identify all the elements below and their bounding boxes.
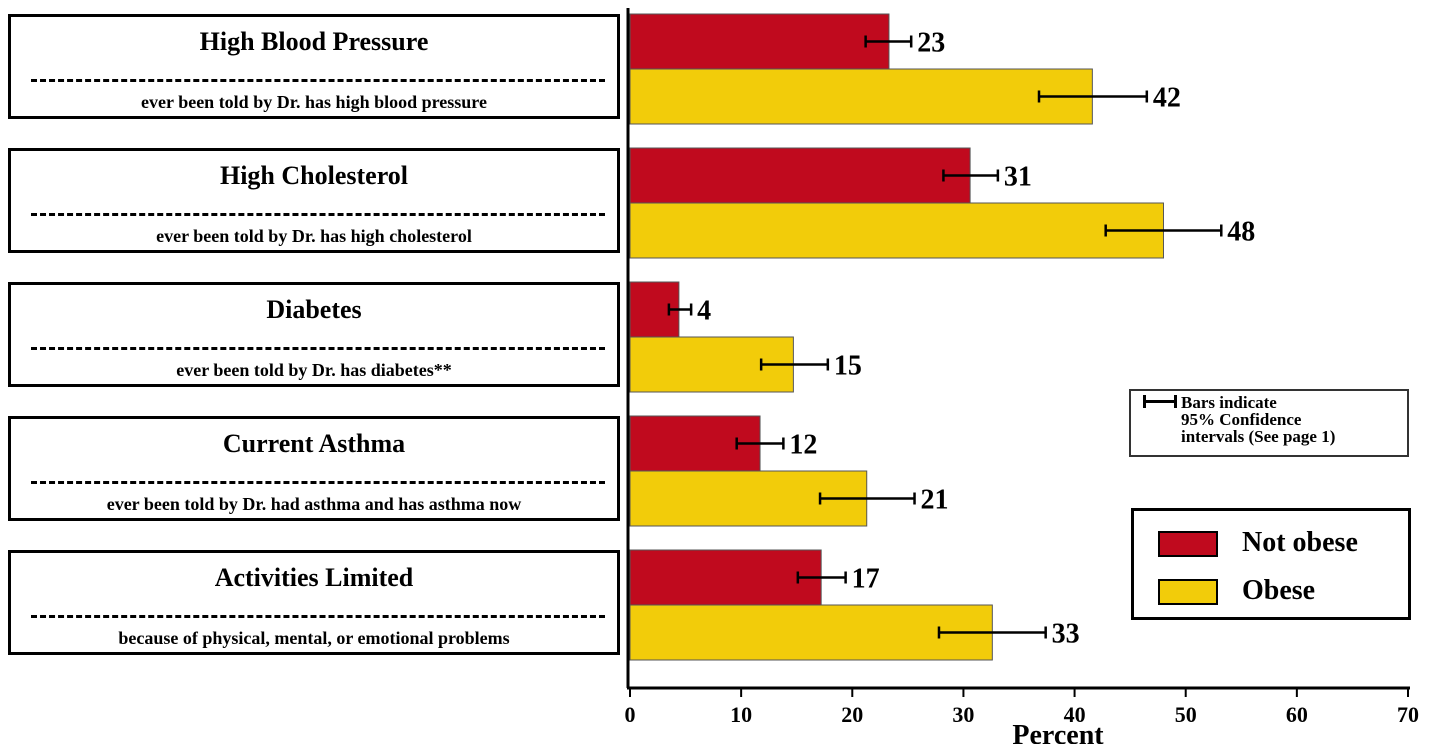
category-box-4: Activities Limited because of physical, … bbox=[8, 550, 620, 655]
bar bbox=[629, 549, 822, 606]
error-bar-icon bbox=[1143, 395, 1177, 408]
x-tick-label: 60 bbox=[1286, 702, 1308, 727]
x-tick-label: 20 bbox=[841, 702, 863, 727]
bar bbox=[629, 202, 1164, 259]
category-subtitle: ever been told by Dr. has high blood pre… bbox=[141, 92, 487, 112]
dashed-divider bbox=[31, 481, 605, 484]
category-box-3: Current Asthma ever been told by Dr. had… bbox=[8, 416, 620, 521]
category-title: High Blood Pressure bbox=[199, 27, 429, 56]
x-tick-label: 30 bbox=[952, 702, 974, 727]
category-subtitle: ever been told by Dr. had asthma and has… bbox=[106, 494, 522, 514]
x-tick-label: 50 bbox=[1175, 702, 1197, 727]
category-subtitle: ever been told by Dr. has diabetes** bbox=[176, 360, 452, 380]
x-tick-label: 10 bbox=[730, 702, 752, 727]
category-subtitle: ever been told by Dr. has high cholester… bbox=[156, 226, 472, 246]
x-axis-label: Percent bbox=[1012, 720, 1104, 744]
data-label: 21 bbox=[921, 485, 949, 516]
ci-legend-text: Bars indicate 95% Confidence intervals (… bbox=[1181, 393, 1336, 446]
bar bbox=[629, 13, 890, 70]
x-tick-label: 40 bbox=[1064, 702, 1086, 727]
data-label: 42 bbox=[1153, 83, 1181, 114]
confidence-interval-legend: Bars indicate 95% Confidence intervals (… bbox=[1129, 389, 1409, 457]
data-label: 15 bbox=[834, 351, 862, 382]
bar bbox=[629, 604, 993, 661]
bar bbox=[629, 68, 1093, 125]
legend-label-not-obese: Not obese bbox=[1242, 527, 1358, 558]
data-label: 48 bbox=[1227, 217, 1255, 248]
data-label: 33 bbox=[1052, 619, 1080, 650]
bar bbox=[629, 147, 971, 204]
category-subtitle: because of physical, mental, or emotiona… bbox=[118, 628, 510, 648]
data-label: 4 bbox=[697, 296, 711, 327]
x-tick-label: 0 bbox=[625, 702, 636, 727]
dashed-divider bbox=[31, 347, 605, 350]
dashed-divider bbox=[31, 79, 605, 82]
dashed-divider bbox=[31, 615, 605, 618]
legend-label-obese: Obese bbox=[1242, 575, 1316, 606]
category-title: High Cholesterol bbox=[219, 161, 409, 190]
legend-swatch-obese bbox=[1158, 579, 1218, 605]
data-label: 12 bbox=[789, 430, 817, 461]
x-tick-label: 70 bbox=[1397, 702, 1419, 727]
data-label: 31 bbox=[1004, 162, 1032, 193]
series-legend: Not obese Obese bbox=[1131, 508, 1411, 620]
category-title: Diabetes bbox=[266, 295, 362, 324]
category-box-1: High Cholesterol ever been told by Dr. h… bbox=[8, 148, 620, 253]
category-title: Current Asthma bbox=[222, 429, 406, 458]
category-box-0: High Blood Pressure ever been told by Dr… bbox=[8, 14, 620, 119]
data-label: 17 bbox=[852, 564, 880, 595]
category-box-2: Diabetes ever been told by Dr. has diabe… bbox=[8, 282, 620, 387]
legend-swatch-not-obese bbox=[1158, 531, 1218, 557]
dashed-divider bbox=[31, 213, 605, 216]
data-label: 23 bbox=[917, 28, 945, 59]
category-title: Activities Limited bbox=[214, 563, 414, 592]
